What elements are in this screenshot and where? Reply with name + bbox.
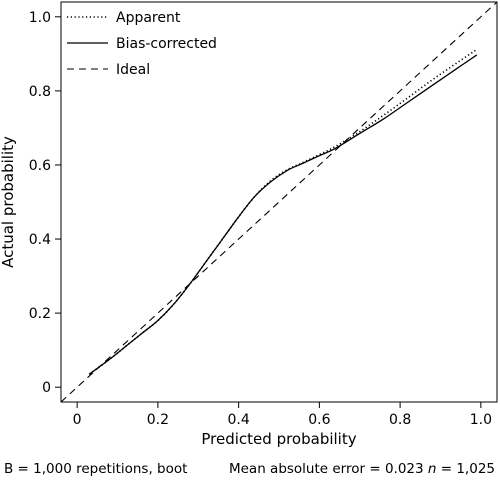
y-tick-label: 0.2	[29, 306, 51, 322]
y-tick-label: 1.0	[29, 10, 51, 26]
footnote-mae: Mean absolute error = 0.023	[228, 461, 428, 477]
x-tick-label: 0.4	[227, 412, 249, 428]
x-axis-title: Predicted probability	[201, 430, 356, 448]
chart-lines	[61, 2, 497, 402]
legend-label: Bias-corrected	[116, 36, 217, 52]
footnote-n-value: = 1,025	[436, 461, 495, 477]
y-tick-label: 0.8	[29, 84, 51, 100]
legend-label: Ideal	[116, 62, 150, 78]
axis-ticks: 0 0.2 0.4 0.6 0.8 1.0 0 0.2 0.4 0.6 0.8 1.0	[29, 10, 492, 428]
plot-frame	[60, 1, 498, 403]
x-tick-label: 0.2	[147, 412, 169, 428]
footnote-left: B = 1,000 repetitions, boot	[4, 461, 188, 477]
footnote-n-symbol: n	[427, 461, 437, 477]
series-line-ideal	[61, 2, 497, 402]
x-tick-label: 0.8	[389, 412, 411, 428]
y-tick-label: 0.6	[29, 158, 51, 174]
calibration-chart: 0 0.2 0.4 0.6 0.8 1.0 0 0.2 0.4 0.6 0.8 1.0 Apparen…	[0, 1, 498, 448]
footnote-right: Mean absolute error = 0.023 n = 1,025	[229, 461, 495, 477]
y-axis-title: Actual probability	[0, 136, 17, 268]
series-line-apparent	[88, 48, 478, 375]
x-tick-label: 0.6	[308, 412, 330, 428]
legend: Apparent Bias-corrected Ideal	[67, 10, 217, 78]
y-tick-label: 0	[42, 380, 51, 396]
y-tick-label: 0.4	[29, 232, 51, 248]
legend-label: Apparent	[116, 10, 181, 26]
x-tick-label: 1.0	[470, 412, 492, 428]
x-tick-label: 0	[73, 412, 82, 428]
series-line-bias-corrected	[88, 54, 478, 375]
